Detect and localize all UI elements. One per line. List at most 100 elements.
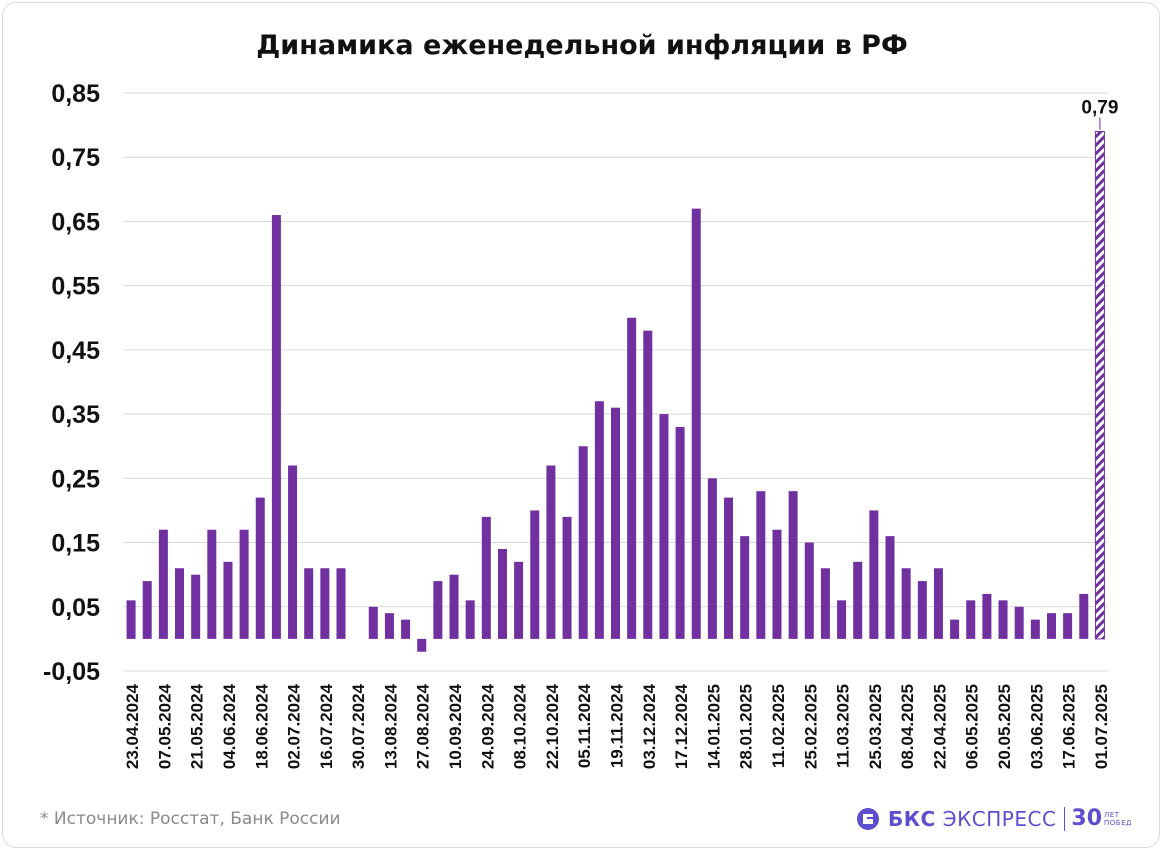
x-tick-label: 06.05.2025	[963, 684, 982, 769]
bar	[804, 542, 814, 639]
bar	[126, 600, 136, 639]
bar	[917, 581, 927, 639]
bar	[998, 600, 1008, 639]
x-tick-label: 20.05.2025	[995, 684, 1014, 769]
bar	[1030, 619, 1040, 639]
bar	[611, 407, 620, 639]
bar	[417, 638, 427, 652]
bar-highlight	[1094, 131, 1105, 640]
bar	[643, 330, 653, 639]
x-tick-label: 02.07.2024	[285, 683, 304, 769]
bar	[901, 568, 911, 639]
bar	[320, 568, 330, 639]
bar	[546, 465, 556, 639]
x-tick-label: 04.06.2024	[220, 683, 239, 769]
y-tick-label: 0,75	[51, 144, 100, 172]
brand-logo: БКС ЭКСПРЕСС 30 ЛЕТ ПОБЕД	[856, 806, 1132, 831]
bar	[740, 536, 750, 639]
x-tick-label: 03.12.2024	[640, 683, 659, 769]
source-note: * Источник: Росстат, Банк России	[40, 809, 341, 829]
y-tick-label: 0,65	[51, 208, 100, 236]
bar	[594, 401, 604, 639]
x-tick-label: 11.03.2025	[834, 684, 853, 768]
x-tick-label: 24.09.2024	[478, 683, 497, 769]
bar	[627, 317, 637, 639]
bar	[142, 581, 152, 639]
bar	[288, 465, 298, 639]
bar	[950, 619, 960, 639]
bar	[514, 561, 524, 639]
brand-separator	[1064, 806, 1066, 831]
brand-name: БКС ЭКСПРЕСС	[888, 807, 1056, 831]
x-tick-label: 10.09.2024	[446, 683, 465, 769]
bar	[772, 529, 782, 639]
x-tick-label: 30.07.2024	[349, 683, 368, 769]
bar	[158, 529, 168, 639]
bar	[691, 208, 701, 639]
x-tick-label: 22.04.2025	[930, 684, 949, 769]
bar	[207, 529, 217, 639]
bar	[175, 568, 185, 639]
y-tick-label: 0,55	[51, 273, 100, 301]
brand-years: 30	[1071, 806, 1103, 831]
bar	[191, 574, 201, 639]
bar	[401, 619, 411, 639]
bar	[1046, 613, 1056, 639]
x-tick-label: 08.04.2025	[898, 684, 917, 769]
y-tick-label: 0,45	[51, 337, 100, 365]
bar	[562, 516, 572, 639]
bar	[1063, 613, 1073, 639]
x-tick-label: 11.02.2025	[769, 684, 788, 768]
brand-circle-icon	[856, 807, 879, 830]
bar	[885, 536, 895, 639]
x-tick-label: 19.11.2024	[608, 683, 627, 768]
bar	[837, 600, 847, 639]
bar	[336, 568, 346, 639]
x-tick-label: 25.02.2025	[801, 684, 820, 769]
x-tick-label: 21.05.2024	[188, 683, 207, 769]
brand-sub-1: ЛЕТ	[1104, 810, 1120, 819]
x-tick-label: 25.03.2025	[866, 684, 885, 769]
x-tick-label: 03.06.2025	[1027, 684, 1046, 769]
bar	[659, 414, 669, 639]
bar	[933, 568, 943, 639]
x-tick-label: 13.08.2024	[381, 683, 400, 769]
y-tick-label: 0,35	[51, 401, 100, 429]
x-tick-label: 28.01.2025	[737, 684, 756, 769]
bar	[707, 478, 717, 639]
bar	[1079, 593, 1089, 639]
bar	[982, 593, 992, 639]
bar	[578, 446, 588, 639]
brand-name-bold: БКС	[887, 806, 936, 831]
bar	[433, 581, 443, 639]
x-tick-label: 18.06.2024	[252, 683, 271, 769]
x-tick-label: 07.05.2024	[155, 683, 174, 769]
bar	[271, 215, 281, 639]
x-tick-label: 01.07.2025	[1092, 684, 1111, 769]
x-tick-label: 17.06.2025	[1060, 684, 1079, 769]
x-tick-label: 27.08.2024	[414, 683, 433, 769]
x-tick-label: 22.10.2024	[543, 683, 562, 769]
bar	[756, 491, 766, 639]
bar	[304, 568, 314, 639]
x-tick-label: 17.12.2024	[672, 683, 691, 769]
y-tick-label: 0,15	[51, 530, 100, 558]
bar	[384, 613, 394, 639]
bar	[724, 497, 734, 639]
y-tick-label: 0,05	[51, 594, 100, 622]
bar	[497, 548, 507, 639]
brand-name-rest: ЭКСПРЕСС	[935, 806, 1057, 831]
bar	[255, 497, 265, 639]
y-tick-label: 0,85	[51, 80, 100, 108]
brand-sub: ЛЕТ ПОБЕД	[1104, 811, 1132, 827]
bar	[465, 600, 475, 639]
bar	[820, 568, 830, 639]
bar	[1014, 606, 1024, 639]
bar	[869, 510, 879, 639]
bar	[368, 606, 378, 639]
bar	[239, 529, 249, 639]
bar	[530, 510, 540, 639]
data-label: 0,79	[1081, 98, 1118, 119]
